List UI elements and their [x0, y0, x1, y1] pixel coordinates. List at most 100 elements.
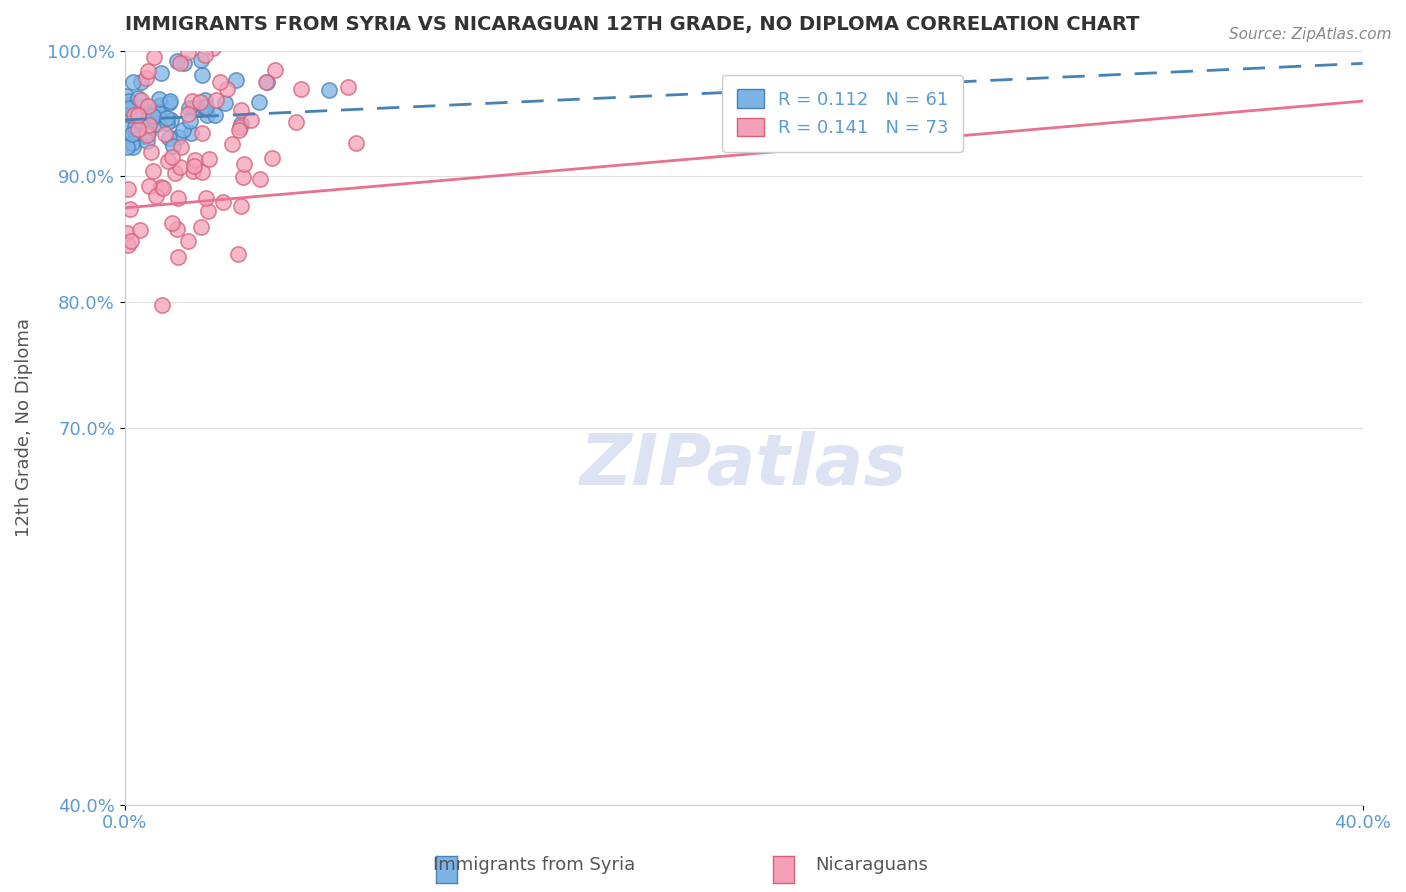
Point — [191, 68, 214, 82]
Point — [344, 136, 367, 151]
Point — [181, 94, 204, 108]
Point — [193, 93, 215, 107]
Text: Immigrants from Syria: Immigrants from Syria — [433, 856, 636, 874]
Point — [135, 71, 157, 86]
Point — [142, 164, 165, 178]
Point — [337, 80, 360, 95]
Point — [191, 165, 214, 179]
Point — [183, 159, 205, 173]
Point — [149, 98, 172, 112]
Point — [150, 66, 173, 80]
Point — [188, 95, 211, 109]
Point — [193, 99, 215, 113]
Point — [195, 191, 218, 205]
Point — [156, 153, 179, 168]
Point — [190, 53, 212, 67]
Point — [152, 181, 174, 195]
Point — [150, 179, 173, 194]
Point — [127, 91, 149, 105]
Point — [129, 99, 152, 113]
Point — [136, 126, 159, 140]
Point — [156, 111, 179, 125]
Point — [143, 50, 166, 64]
Point — [118, 101, 141, 115]
Point — [127, 108, 149, 122]
Point — [115, 97, 138, 112]
Point — [138, 179, 160, 194]
Point — [162, 139, 184, 153]
Point — [157, 95, 180, 110]
Point — [290, 81, 312, 95]
Point — [128, 223, 150, 237]
Point — [136, 128, 159, 142]
Point — [254, 75, 277, 89]
Point — [181, 164, 204, 178]
Point — [229, 199, 252, 213]
Point — [136, 134, 159, 148]
Point — [228, 123, 250, 137]
Point — [166, 54, 188, 69]
Point — [180, 126, 202, 140]
Point — [194, 48, 217, 62]
Point — [121, 136, 143, 150]
Point — [117, 226, 139, 240]
Point — [195, 108, 218, 122]
Point — [138, 118, 160, 132]
Point — [217, 82, 239, 96]
Point — [162, 215, 184, 229]
Point — [285, 29, 308, 43]
Point — [169, 161, 191, 175]
Point — [124, 120, 146, 134]
Point — [239, 113, 262, 128]
Point — [190, 219, 212, 234]
Point — [145, 189, 167, 203]
Legend: R = 0.112   N = 61, R = 0.141   N = 73: R = 0.112 N = 61, R = 0.141 N = 73 — [723, 75, 963, 152]
Point — [118, 119, 141, 133]
Point — [285, 115, 308, 129]
Point — [167, 250, 190, 264]
Point — [177, 234, 200, 248]
Point — [198, 153, 221, 167]
Point — [118, 202, 141, 217]
Point — [156, 116, 179, 130]
Point — [232, 157, 254, 171]
Point — [228, 247, 250, 261]
Point — [115, 140, 138, 154]
Point — [166, 222, 188, 236]
Point — [129, 75, 152, 89]
Point — [318, 82, 340, 96]
Point — [184, 153, 207, 167]
Point — [142, 109, 165, 123]
Point — [229, 117, 252, 131]
Point — [115, 89, 138, 103]
Text: IMMIGRANTS FROM SYRIA VS NICARAGUAN 12TH GRADE, NO DIPLOMA CORRELATION CHART: IMMIGRANTS FROM SYRIA VS NICARAGUAN 12TH… — [125, 15, 1139, 34]
Y-axis label: 12th Grade, No Diploma: 12th Grade, No Diploma — [15, 318, 32, 537]
Point — [194, 100, 217, 114]
Text: Source: ZipAtlas.com: Source: ZipAtlas.com — [1229, 27, 1392, 42]
Point — [121, 127, 143, 141]
Point — [122, 108, 145, 122]
Point — [167, 191, 190, 205]
Point — [117, 182, 139, 196]
Point — [136, 63, 159, 78]
Point — [141, 112, 163, 126]
Point — [191, 127, 214, 141]
Point — [136, 99, 159, 113]
Point — [179, 114, 201, 128]
Point — [160, 150, 183, 164]
Point — [146, 104, 169, 119]
Point — [129, 114, 152, 128]
Point — [172, 123, 194, 137]
Point — [249, 172, 271, 186]
Point — [201, 41, 224, 55]
Point — [132, 110, 155, 124]
Text: Nicaraguans: Nicaraguans — [815, 856, 928, 874]
Point — [225, 72, 247, 87]
Point — [214, 95, 236, 110]
Point — [120, 108, 142, 122]
Point — [117, 237, 139, 252]
Point — [150, 298, 173, 312]
Text: ZIPatlas: ZIPatlas — [579, 431, 907, 500]
Point — [176, 45, 198, 60]
Point — [204, 93, 226, 107]
